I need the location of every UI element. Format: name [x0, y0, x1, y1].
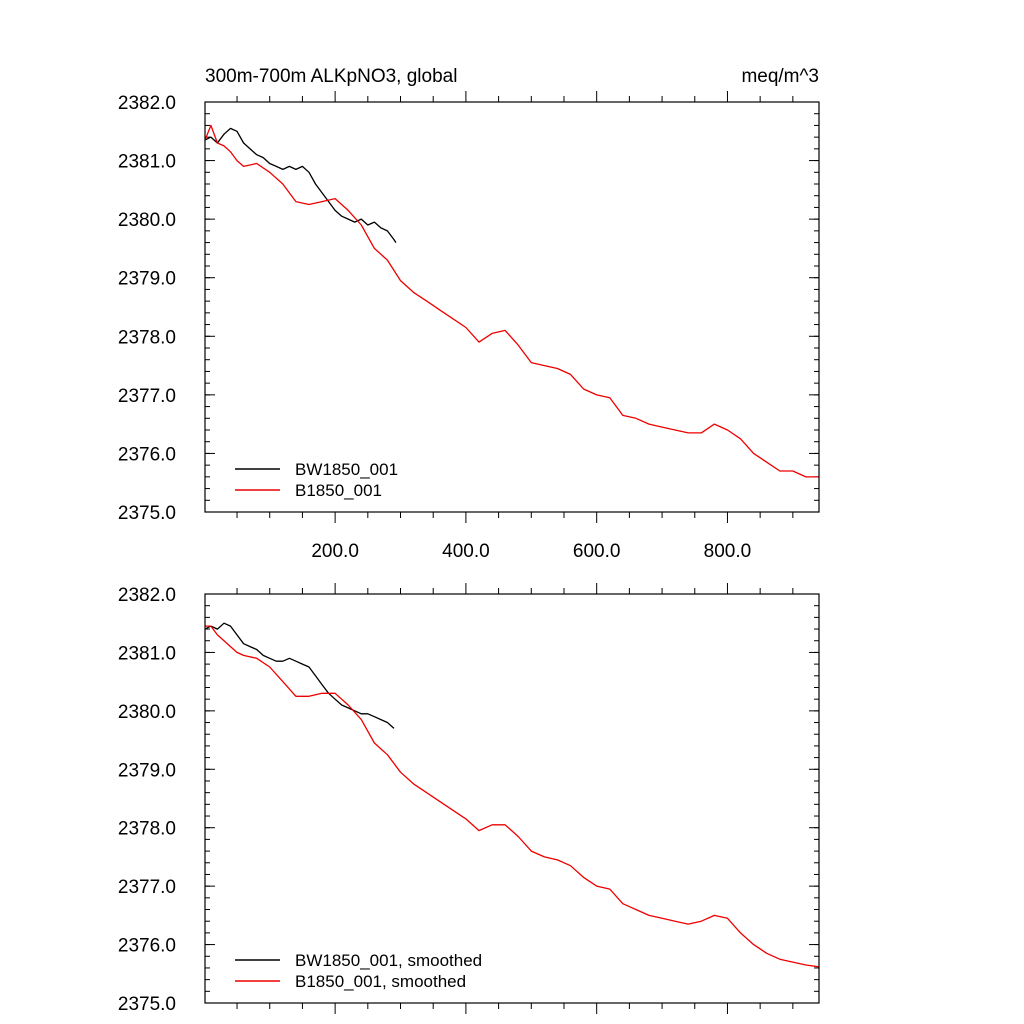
chart-title: 300m-700m ALKpNO3, global	[205, 66, 457, 87]
y-tick-label: 2381.0	[118, 643, 176, 664]
bottom-chart-panel: 2375.0 2376.0 2377.0 2378.0 2379.0 2380.0 2381…	[118, 583, 820, 1015]
legend: BW1850_001 B1850_001	[235, 460, 398, 500]
series-line	[204, 127, 397, 243]
y-tick-label: 2377.0	[118, 386, 176, 407]
y-tick-label: 2377.0	[118, 877, 176, 898]
legend: BW1850_001, smoothed B1850_001, smoothed	[235, 951, 482, 991]
series-group	[204, 124, 819, 478]
series-line	[204, 622, 395, 729]
y-tick-label: 2375.0	[118, 994, 176, 1015]
legend-label: B1850_001, smoothed	[295, 972, 466, 991]
axis-ticks	[205, 91, 819, 523]
y-tick-label: 2376.0	[118, 444, 176, 465]
y-tick-label: 2375.0	[118, 503, 176, 524]
y-tick-label: 2378.0	[118, 327, 176, 348]
y-tick-label: 2380.0	[118, 210, 176, 231]
plot-frame	[204, 593, 820, 1004]
legend-label: BW1850_001	[295, 460, 398, 479]
y-tick-label: 2382.0	[118, 585, 176, 606]
series-line	[204, 124, 819, 478]
y-tick-label: 2380.0	[118, 702, 176, 723]
x-tick-label: 600.0	[573, 541, 621, 562]
series-group	[204, 622, 820, 968]
x-tick-label: 400.0	[442, 541, 490, 562]
y-tick-label: 2381.0	[118, 152, 176, 173]
legend-label: BW1850_001, smoothed	[295, 951, 482, 970]
axis-ticks	[205, 583, 819, 1014]
y-tick-label: 2378.0	[118, 819, 176, 840]
chart-units-label: meq/m^3	[741, 66, 819, 87]
y-tick-labels: 2375.0 2376.0 2377.0 2378.0 2379.0 2380.0 2381…	[118, 93, 176, 524]
y-tick-label: 2379.0	[118, 760, 176, 781]
y-tick-label: 2379.0	[118, 269, 176, 290]
plot-frame	[204, 101, 820, 513]
series-line	[205, 625, 820, 968]
x-tick-label: 200.0	[311, 541, 359, 562]
y-tick-label: 2376.0	[118, 936, 176, 957]
y-tick-labels: 2375.0 2376.0 2377.0 2378.0 2379.0 2380.0 2381…	[118, 585, 176, 1015]
x-tick-label: 800.0	[704, 541, 752, 562]
legend-label: B1850_001	[295, 481, 382, 500]
y-tick-label: 2382.0	[118, 93, 176, 114]
top-chart-panel: 300m-700m ALKpNO3, global meq/m^3 2375.0…	[118, 66, 820, 562]
x-tick-labels: 200.0 400.0 600.0 800.0	[311, 541, 751, 562]
